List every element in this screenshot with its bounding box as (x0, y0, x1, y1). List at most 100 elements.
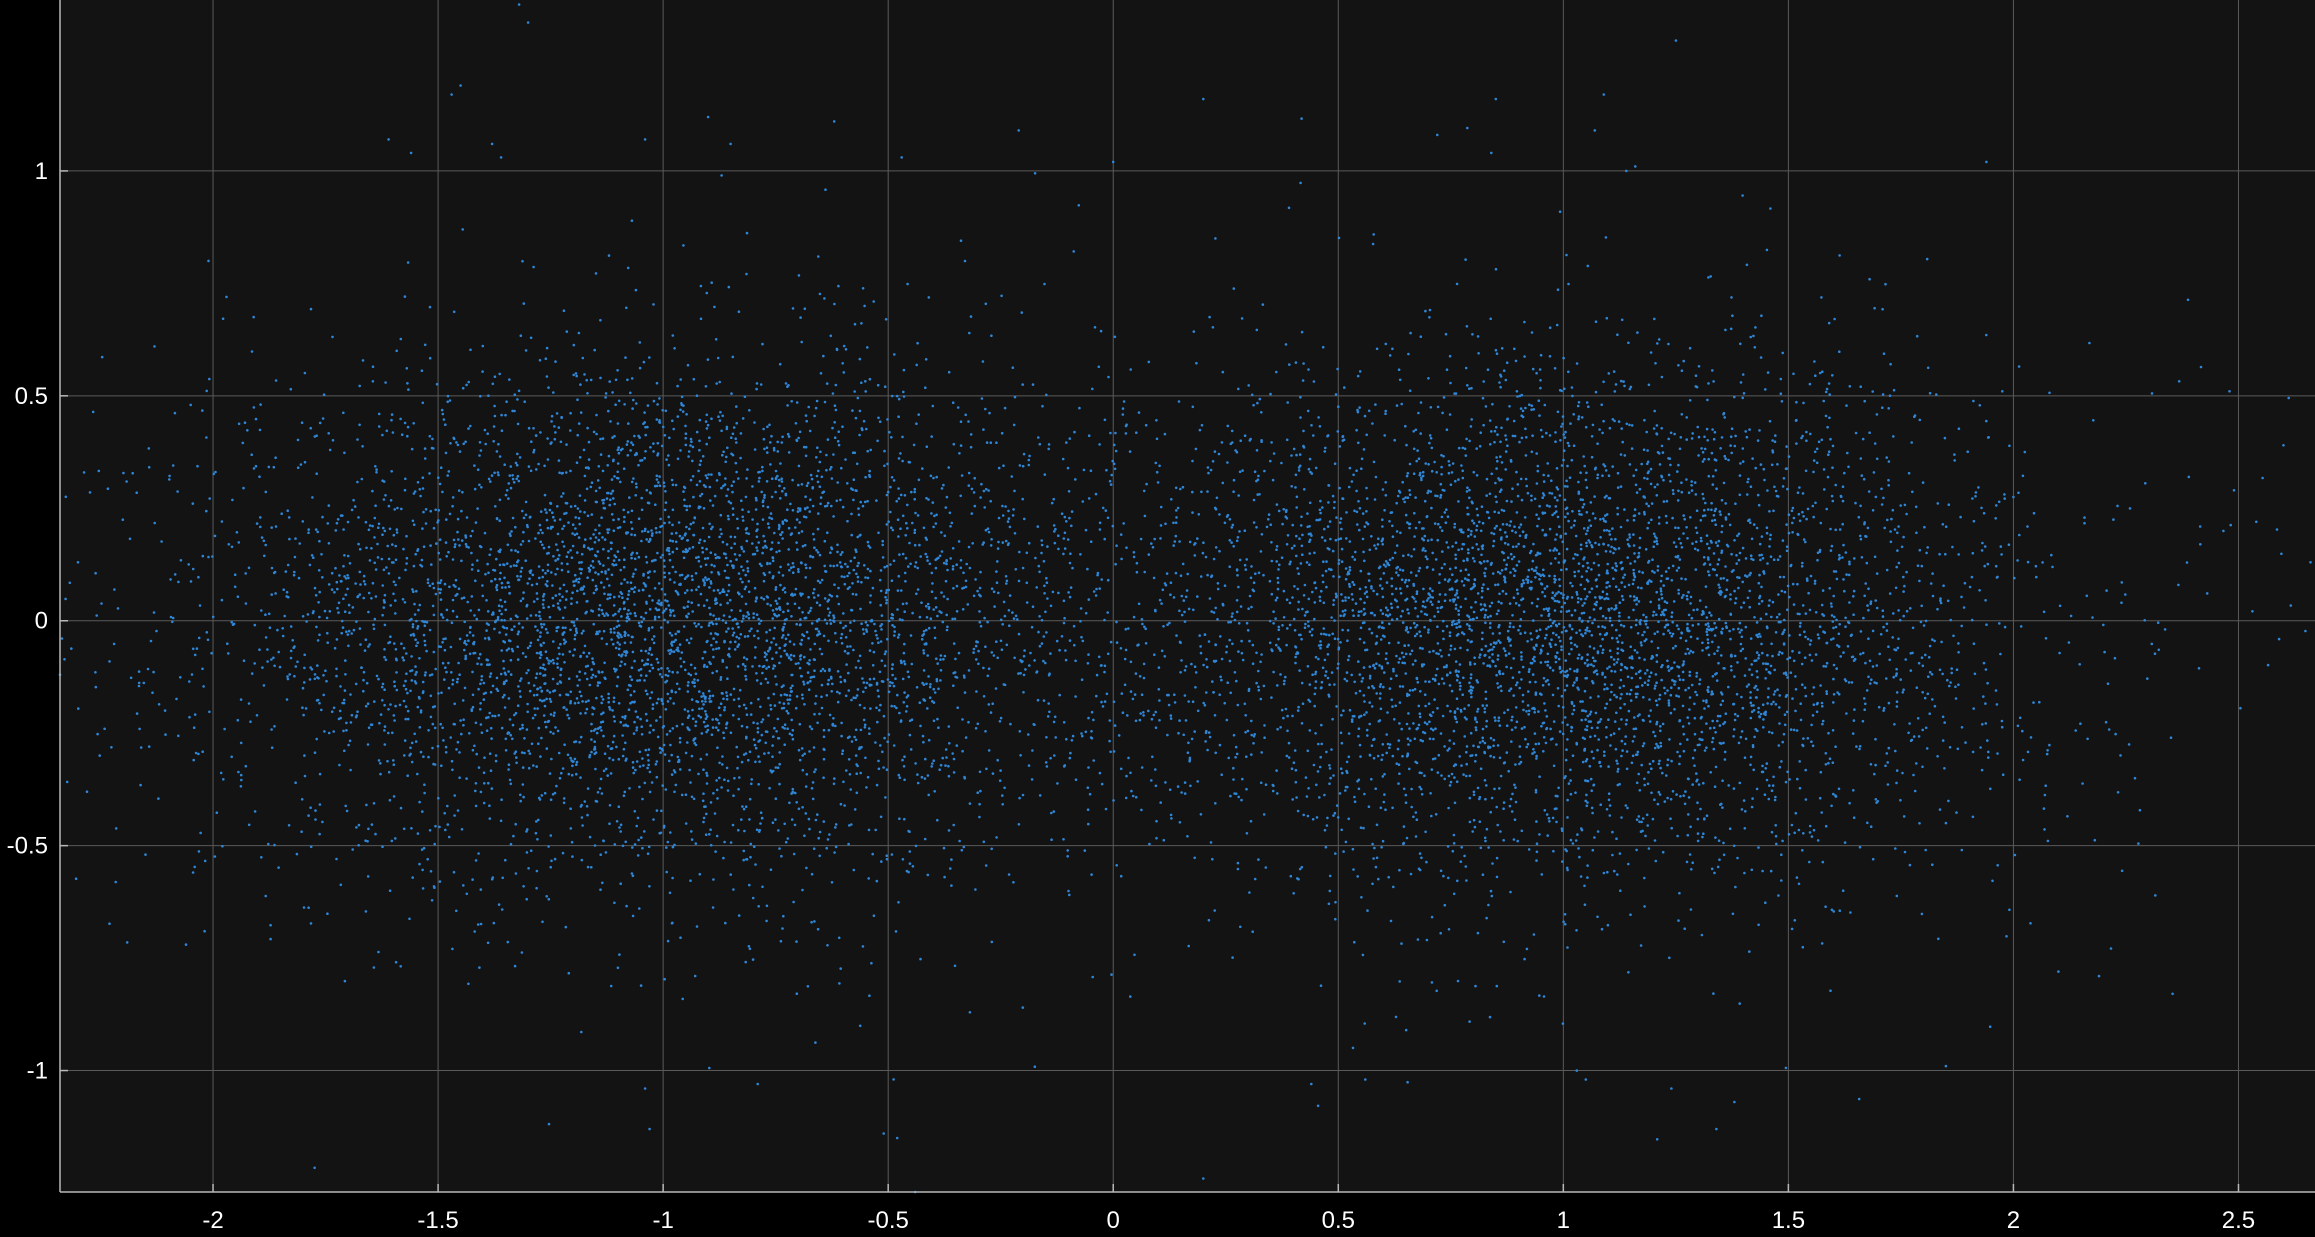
data-point (425, 522, 428, 525)
data-point (746, 658, 749, 661)
data-point (676, 725, 679, 728)
data-point (1140, 538, 1143, 541)
data-point (747, 567, 750, 570)
data-point (731, 627, 734, 630)
data-point (435, 593, 438, 596)
data-point (315, 626, 318, 629)
data-point (576, 398, 579, 401)
data-point (499, 599, 502, 602)
data-point (515, 462, 518, 465)
data-point (733, 426, 736, 429)
data-point (699, 539, 702, 542)
data-point (703, 604, 706, 607)
data-point (778, 571, 781, 574)
data-point (829, 714, 832, 717)
data-point (595, 501, 598, 504)
data-point (935, 606, 938, 609)
data-point (268, 613, 271, 616)
data-point (931, 572, 934, 575)
data-point (661, 525, 664, 528)
data-point (885, 854, 888, 857)
data-point (539, 359, 542, 362)
data-point (484, 443, 487, 446)
data-point (558, 752, 561, 755)
data-point (730, 436, 733, 439)
data-point (903, 818, 906, 821)
data-point (442, 413, 445, 416)
data-point (933, 515, 936, 518)
data-point (421, 810, 424, 813)
data-point (605, 392, 608, 395)
data-point (610, 985, 613, 988)
data-point (995, 836, 998, 839)
data-point (770, 512, 773, 515)
data-point (662, 426, 665, 429)
data-point (547, 527, 550, 530)
data-point (394, 584, 397, 587)
data-point (1000, 717, 1003, 720)
data-point (453, 539, 456, 542)
data-point (1157, 481, 1160, 484)
data-point (604, 396, 607, 399)
data-point (513, 481, 516, 484)
data-point (855, 763, 858, 766)
data-point (888, 620, 891, 623)
data-point (599, 319, 602, 322)
data-point (501, 429, 504, 432)
data-point (946, 626, 949, 629)
data-point (643, 361, 646, 364)
data-point (695, 572, 698, 575)
data-point (638, 786, 641, 789)
data-point (466, 634, 469, 637)
data-point (595, 585, 598, 588)
data-point (781, 531, 784, 534)
data-point (618, 758, 621, 761)
data-point (819, 461, 822, 464)
data-point (626, 620, 629, 623)
data-point (893, 705, 896, 708)
data-point (914, 544, 917, 547)
data-point (454, 546, 457, 549)
data-point (507, 670, 510, 673)
data-point (1047, 448, 1050, 451)
data-point (848, 572, 851, 575)
data-point (617, 518, 620, 521)
data-point (697, 679, 700, 682)
data-point (629, 702, 632, 705)
data-point (836, 691, 839, 694)
data-point (618, 452, 621, 455)
data-point (763, 665, 766, 668)
data-point (794, 526, 797, 529)
data-point (514, 965, 517, 968)
data-point (444, 666, 447, 669)
data-point (569, 429, 572, 432)
data-point (715, 779, 718, 782)
data-point (1185, 596, 1188, 599)
data-point (613, 435, 616, 438)
data-point (808, 818, 811, 821)
data-point (869, 449, 872, 452)
data-point (510, 783, 513, 786)
data-point (733, 632, 736, 635)
data-point (375, 468, 378, 471)
data-point (702, 455, 705, 458)
data-point (1214, 607, 1217, 610)
data-point (517, 633, 520, 636)
data-point (691, 755, 694, 758)
data-point (549, 698, 552, 701)
data-point (991, 651, 994, 654)
data-point (670, 754, 673, 757)
data-point (1091, 976, 1094, 979)
data-point (723, 640, 726, 643)
data-point (488, 712, 491, 715)
data-point (651, 638, 654, 641)
data-point (490, 769, 493, 772)
data-point (732, 824, 735, 827)
data-point (291, 639, 294, 642)
data-point (424, 624, 427, 627)
data-point (893, 626, 896, 629)
data-point (881, 544, 884, 547)
data-point (1161, 650, 1164, 653)
data-point (450, 646, 453, 649)
data-point (548, 898, 551, 901)
